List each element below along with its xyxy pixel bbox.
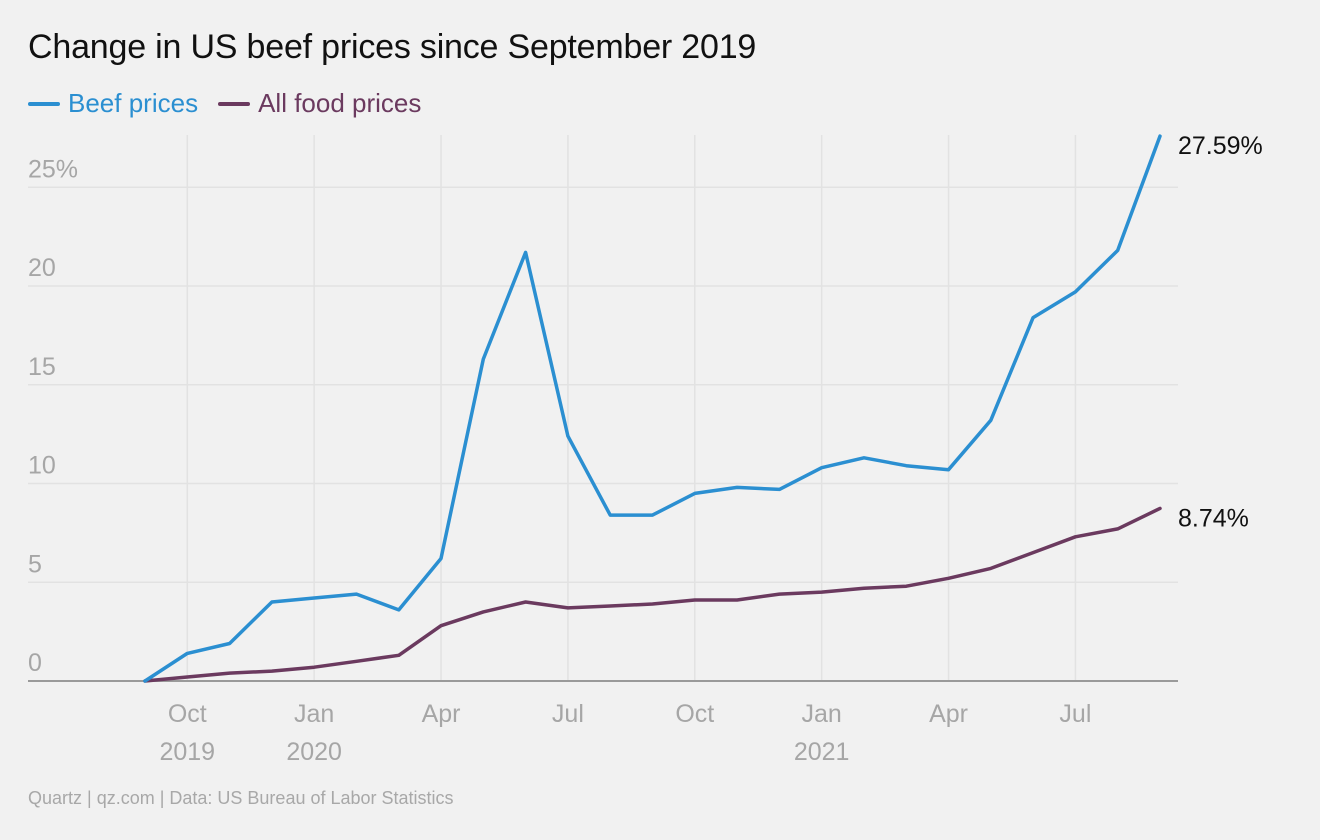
x-tick-label: Jan <box>294 700 334 728</box>
y-tick-label: 10 <box>28 452 56 480</box>
x-axis-ticks: Oct 2019 Jan 2020 Apr Jul Oct Jan 2021 Apr Jul <box>159 700 1091 766</box>
legend-label-food: All food prices <box>258 88 422 118</box>
legend-item-beef: Beef prices <box>28 88 198 119</box>
legend-swatch-food <box>218 101 251 106</box>
x-tick-label: Jan <box>802 700 842 728</box>
chart-title: Change in US beef prices since September… <box>28 28 757 66</box>
grid-lines <box>28 135 1178 682</box>
y-tick-label: 5 <box>28 550 42 578</box>
series-line-food <box>143 506 1162 683</box>
x-tick-label: Apr <box>422 700 461 728</box>
series-line-beef <box>143 134 1162 683</box>
y-tick-label: 0 <box>28 649 42 677</box>
end-label-food: 8.74% <box>1178 504 1249 532</box>
x-tick-label: Apr <box>929 700 968 728</box>
x-tick-label: Jul <box>1059 700 1091 728</box>
legend-label-beef: Beef prices <box>68 88 199 118</box>
source-note: Quartz | qz.com | Data: US Bureau of Lab… <box>28 788 454 808</box>
series-lines <box>143 134 1162 683</box>
x-tick-year-label: 2020 <box>286 738 342 766</box>
x-tick-year-label: 2019 <box>159 738 215 766</box>
x-tick-year-label: 2021 <box>794 738 850 766</box>
x-tick-label: Oct <box>168 700 207 728</box>
y-axis-ticks: 0 5 10 15 20 25% <box>28 155 78 677</box>
y-tick-label: 20 <box>28 254 56 282</box>
y-tick-label: 25% <box>28 155 78 183</box>
x-tick-label: Jul <box>552 700 584 728</box>
y-tick-label: 15 <box>28 353 56 381</box>
legend-item-food: All food prices <box>218 88 421 119</box>
end-label-beef: 27.59% <box>1178 132 1263 160</box>
end-labels: 27.59% 8.74% <box>1178 132 1263 532</box>
x-tick-label: Oct <box>675 700 714 728</box>
chart-legend: Beef prices All food prices <box>28 88 441 119</box>
legend-swatch-beef <box>28 101 60 106</box>
